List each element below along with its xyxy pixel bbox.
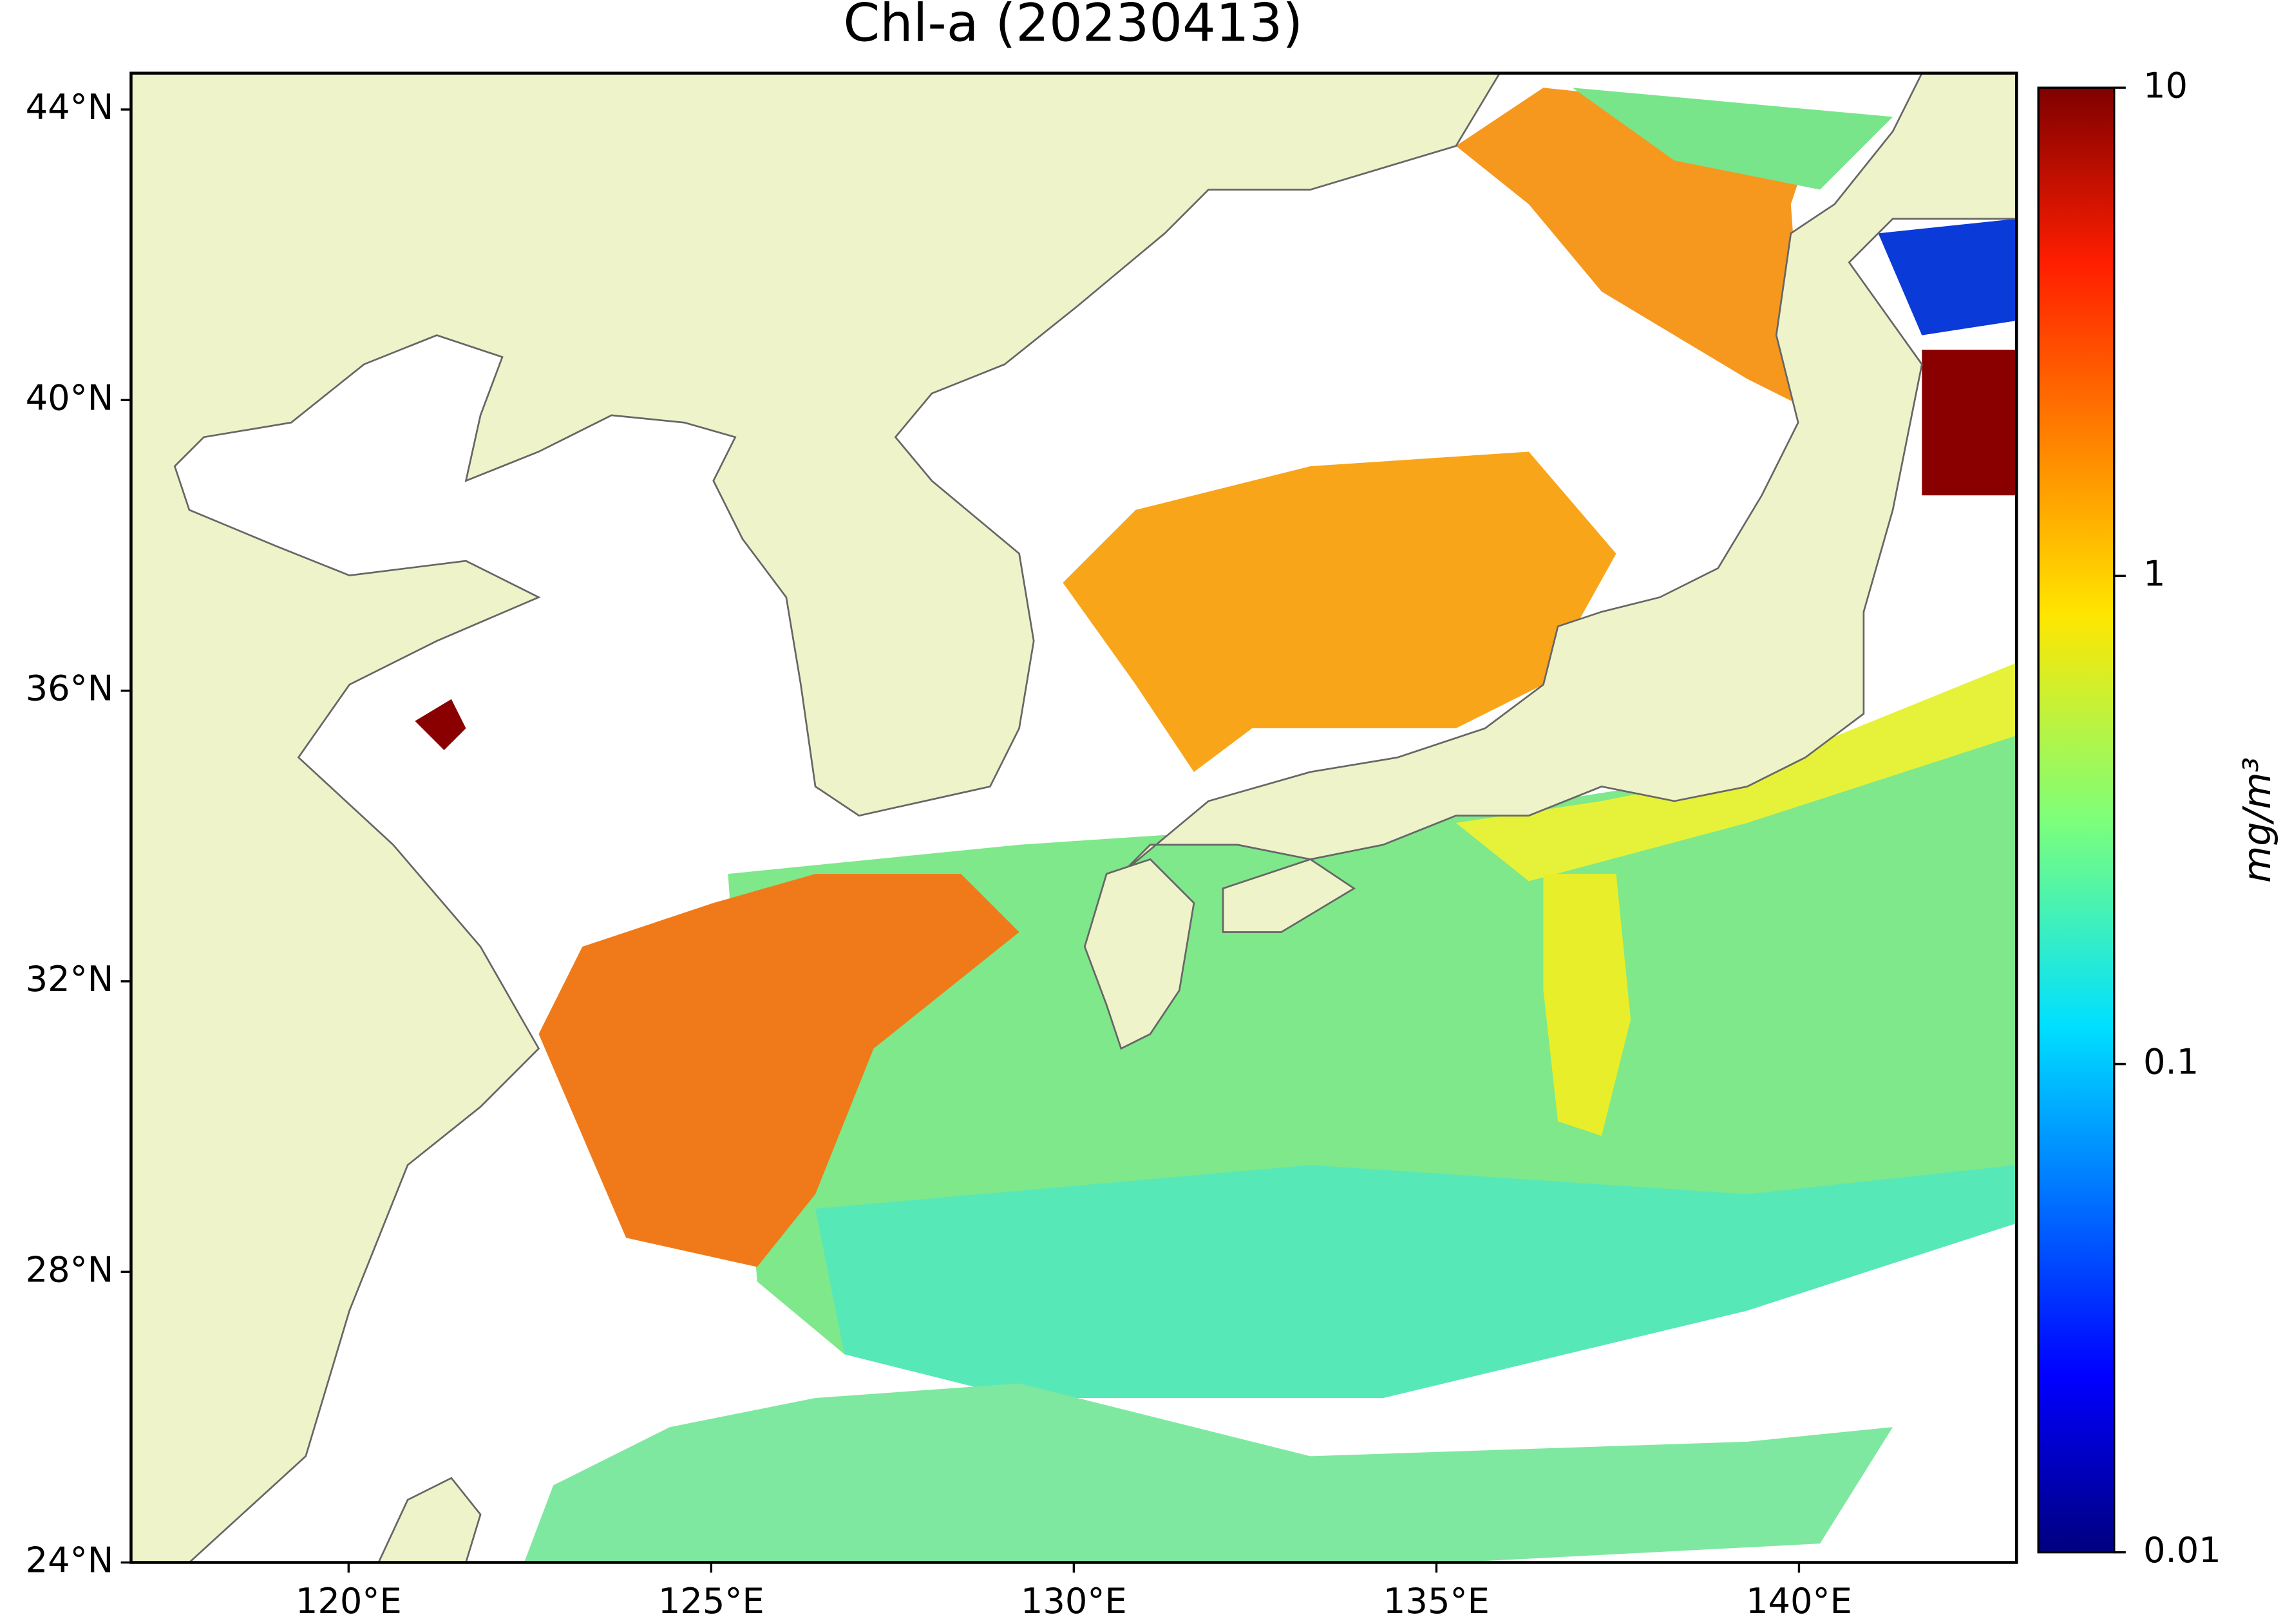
y-tick-label: 32°N	[26, 959, 114, 999]
chl-orange-sea-of-japan	[1063, 451, 1616, 772]
land-kyushu	[1083, 858, 1195, 1050]
x-tick-label: 125°E	[658, 1581, 764, 1621]
y-tick-label: 36°N	[26, 668, 114, 709]
colorbar	[2037, 86, 2116, 1554]
x-tick-label: 120°E	[296, 1581, 402, 1621]
chl-cyan-field	[815, 1165, 2017, 1398]
chl-darkred-bohai	[415, 699, 466, 750]
chl-yellow-plume	[1543, 874, 1631, 1137]
y-tick-label: 40°N	[26, 377, 114, 418]
x-tick-label: 135°E	[1383, 1581, 1490, 1621]
x-tick-label: 130°E	[1021, 1581, 1127, 1621]
colorbar-tick-label: 1	[2143, 553, 2166, 594]
colorbar-tick-label: 0.1	[2143, 1042, 2199, 1082]
land-asia	[131, 73, 1501, 1563]
colorbar-label: mg/m³	[2235, 757, 2279, 883]
land-taiwan	[377, 1477, 482, 1563]
land-japan	[1120, 73, 2017, 875]
chl-yellow-coast	[1455, 663, 2017, 882]
y-tick-label: 28°N	[26, 1249, 114, 1290]
y-tick-label: 24°N	[26, 1540, 114, 1581]
chl-green-south	[524, 1383, 1893, 1563]
chl-blue-patch	[1878, 218, 2017, 335]
chl-green-north	[1572, 88, 1893, 190]
chl-darkred-patch	[1922, 350, 2017, 496]
colorbar-tick-label: 0.01	[2143, 1530, 2221, 1571]
land-shikoku	[1222, 858, 1356, 933]
colorbar-tick-label: 10	[2143, 65, 2188, 106]
y-tick-label: 44°N	[26, 87, 114, 127]
map-title: Chl-a (20230413)	[843, 0, 1303, 54]
map-area	[131, 73, 2017, 1563]
x-tick-label: 140°E	[1746, 1581, 1852, 1621]
chl-orange-ecs	[538, 874, 1019, 1267]
